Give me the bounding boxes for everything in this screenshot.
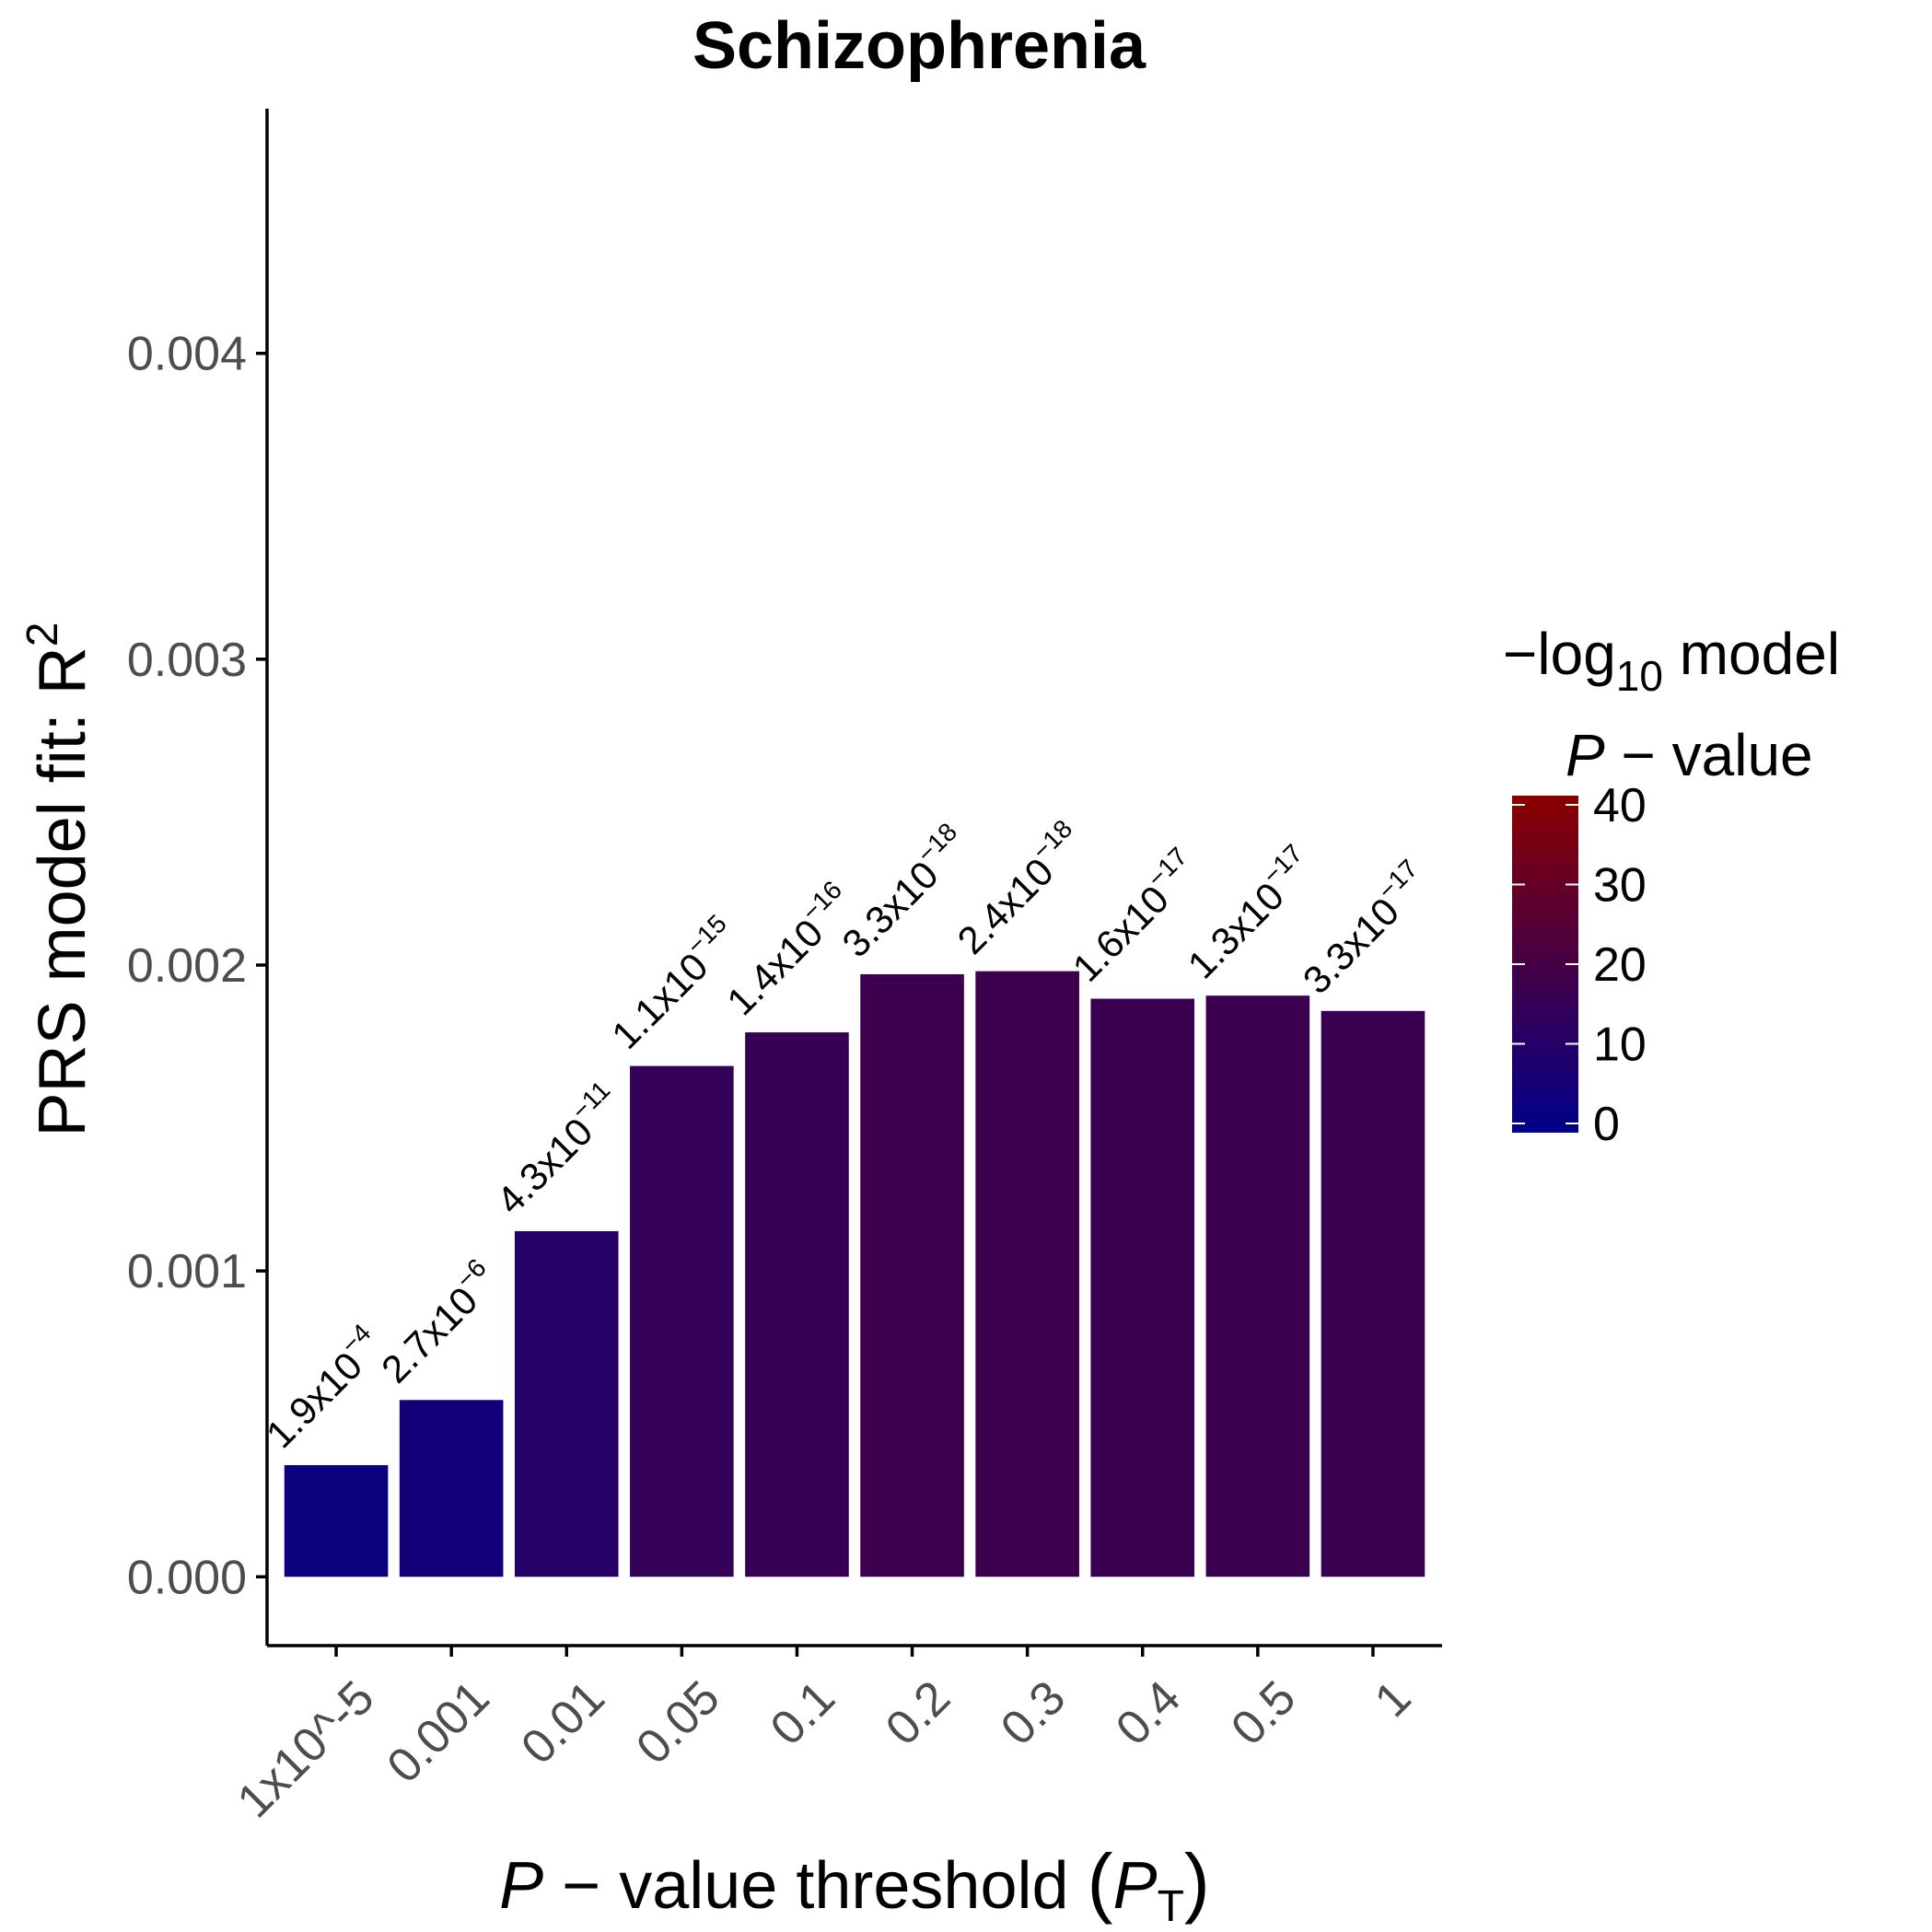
bar-3 <box>630 1065 734 1577</box>
legend-tick-label: 0 <box>1593 1098 1620 1151</box>
y-axis-title-main: PRS model fit: R <box>26 646 99 1136</box>
bar-label-mantissa: 1.9x10 <box>258 1344 370 1456</box>
bar-8 <box>1205 995 1310 1577</box>
y-ticks: 0.000 0.001 0.002 0.003 0.004 <box>127 328 267 1604</box>
x-tick-label: 0.001 <box>378 1670 500 1793</box>
x-tick-label: 0.3 <box>991 1670 1076 1755</box>
legend-title-line1: −log10 model <box>1503 621 1840 700</box>
x-axis-title-p: P <box>499 1849 543 1923</box>
x-tick-label: 1x10^-5 <box>227 1670 385 1828</box>
bar-label-mantissa: 2.7x10 <box>373 1278 485 1391</box>
bar-5 <box>860 973 964 1577</box>
x-axis-title: P − value threshold (PT) <box>499 1838 1210 1931</box>
x-axis-title-paren-close: ) <box>1184 1838 1210 1925</box>
bar-9 <box>1321 1010 1426 1577</box>
plot-area: 1.9x10−42.7x10−6 4.3x10−11 1.1x10−151.4x10… <box>253 814 1438 1577</box>
legend-ticks: 0 10 20 30 40 <box>1512 779 1647 1151</box>
bar-label-3: 1.1x10−15 <box>599 909 747 1057</box>
y-tick-label: 0.003 <box>127 634 247 687</box>
x-tick-label: 0.05 <box>626 1670 730 1775</box>
x-tick-label: 0.4 <box>1106 1670 1191 1755</box>
x-axis-title-pt: P <box>1113 1849 1158 1923</box>
bar-label-mantissa: 1.4x10 <box>718 911 831 1023</box>
legend-title-value: − value <box>1605 722 1813 788</box>
y-tick-label: 0.004 <box>127 328 247 381</box>
bar-label-4: 1.4x10−16 <box>714 875 862 1023</box>
y-axis-title: PRS model fit: R2 <box>18 623 99 1137</box>
bar-label-7: 1.6x10−17 <box>1060 842 1208 990</box>
y-axis-title-sup: 2 <box>18 623 67 647</box>
bar-0 <box>284 1465 389 1577</box>
x-tick-label: 0.5 <box>1221 1670 1306 1755</box>
bar-1 <box>399 1400 504 1577</box>
y-tick-label: 0.000 <box>127 1551 247 1604</box>
bar-label-mantissa: 1.6x10 <box>1065 877 1177 989</box>
bar-label-mantissa: 1.3x10 <box>1180 874 1292 986</box>
legend-title-line2: P − value <box>1565 722 1813 788</box>
bar-6 <box>975 971 1079 1577</box>
x-axis-title-paren-open: ( <box>1088 1838 1113 1925</box>
bar-label-mantissa: 2.4x10 <box>949 850 1061 962</box>
legend-tick-label: 30 <box>1593 859 1647 913</box>
y-tick-label: 0.002 <box>127 939 247 993</box>
x-ticks: 1x10^-50.001 0.01 0.05 0.1 0.2 0.3 0.4 0.5 1 <box>227 1646 1421 1828</box>
legend-title-minus: −log <box>1503 621 1616 687</box>
bar-4 <box>745 1032 849 1577</box>
legend-tick-label: 10 <box>1593 1018 1647 1072</box>
x-tick-label: 0.2 <box>876 1670 960 1755</box>
x-tick-label: 0.01 <box>511 1670 615 1775</box>
bar-label-9: 3.3x10−17 <box>1290 854 1438 1002</box>
bar-label-mantissa: 4.3x10 <box>488 1110 600 1222</box>
legend-tick-label: 40 <box>1593 779 1647 832</box>
x-axis-title-main: − value threshold <box>543 1849 1087 1923</box>
bar-label-0: 1.9x10−4 <box>253 1318 391 1456</box>
chart-title: Schizophrenia <box>692 9 1146 83</box>
legend-title-model: model <box>1663 621 1840 687</box>
bar-label-6: 2.4x10−18 <box>945 814 1093 962</box>
x-tick-label: 1 <box>1365 1670 1421 1727</box>
legend-title-sub: 10 <box>1616 652 1663 700</box>
bar-7 <box>1090 998 1195 1577</box>
bar-label-mantissa: 3.3x10 <box>1295 890 1407 1002</box>
bar-label-mantissa: 1.1x10 <box>603 945 716 1057</box>
legend-title-p: P <box>1565 722 1605 788</box>
y-tick-label: 0.001 <box>127 1245 247 1298</box>
bar-label-5: 3.3x10−18 <box>829 817 977 965</box>
legend-tick-label: 20 <box>1593 938 1647 992</box>
bar-label-mantissa: 3.3x10 <box>833 853 946 965</box>
x-tick-label: 0.1 <box>761 1670 845 1755</box>
bars <box>284 971 1426 1577</box>
bar-2 <box>514 1230 619 1577</box>
bar-label-2: 4.3x10−11 <box>483 1076 630 1222</box>
x-axis-title-sub: T <box>1158 1882 1184 1931</box>
bar-label-1: 2.7x10−6 <box>368 1253 506 1391</box>
